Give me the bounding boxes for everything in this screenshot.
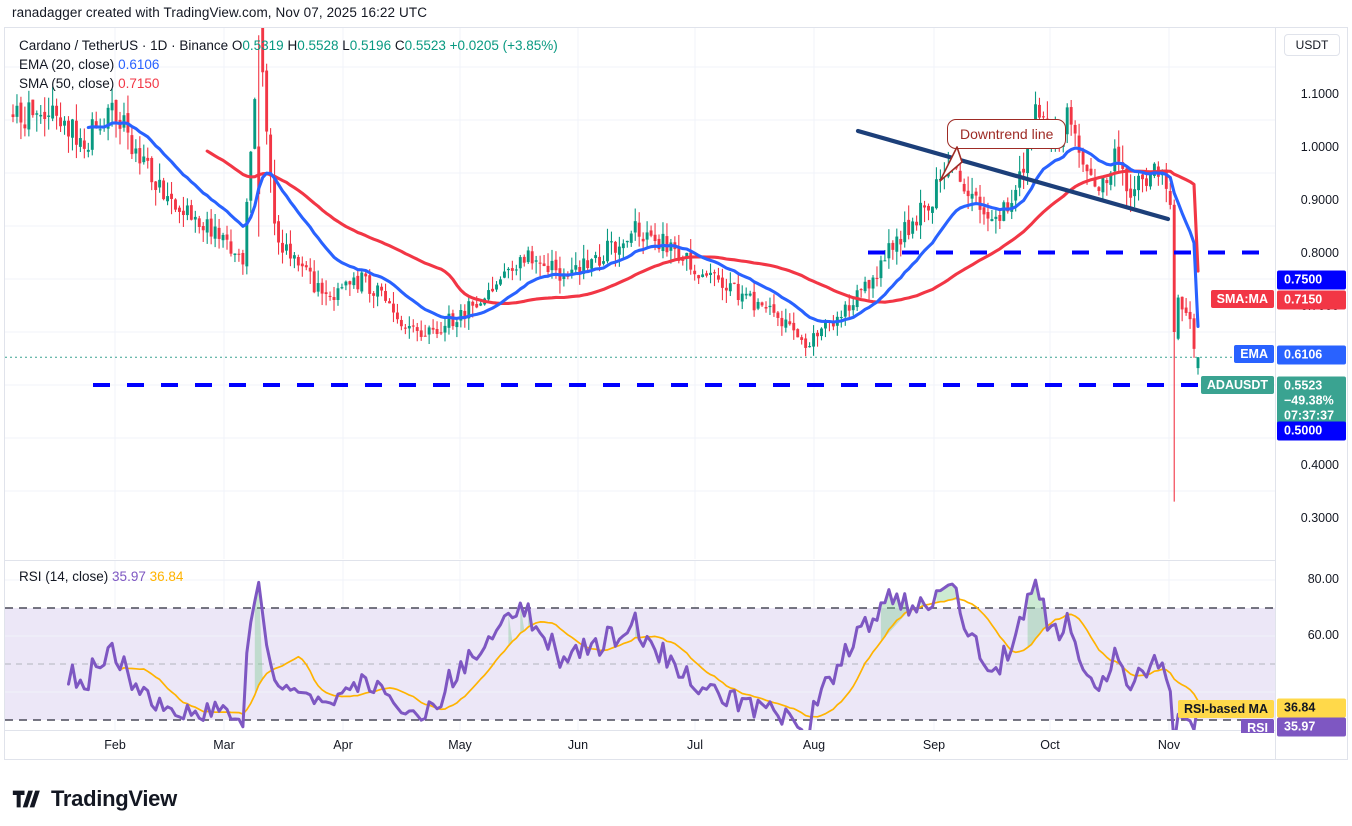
y-tick: 0.4000 (1300, 458, 1339, 472)
x-tick: Nov (1157, 738, 1181, 752)
attribution-text: ranadagger created with TradingView.com,… (12, 5, 428, 20)
y-tick: 1.1000 (1300, 87, 1339, 101)
tradingview-wordmark: TradingView (51, 786, 177, 811)
ohlc-l-label: L (342, 38, 350, 53)
sma-tag[interactable]: SMA:MA (1210, 290, 1274, 308)
ema-tag[interactable]: EMA (1234, 345, 1274, 363)
x-tick: May (448, 738, 472, 752)
chart-legend: Cardano / TetherUS · 1D · Binance O0.531… (19, 36, 558, 93)
y-tick: 0.9000 (1300, 193, 1339, 207)
rsi-legend-value: 35.97 (112, 569, 146, 584)
time-axis[interactable]: Feb Mar Apr May Jun Jul Aug Sep Oct Nov (5, 730, 1275, 759)
x-tick: Sep (922, 738, 946, 752)
price-pane[interactable]: Cardano / TetherUS · 1D · Binance O0.531… (5, 28, 1275, 559)
ohlc-low: 0.5196 (349, 38, 392, 53)
ohlc-high: 0.5528 (297, 38, 339, 53)
sma-legend-value: 0.7150 (118, 76, 160, 91)
currency-unit-box: USDT (1284, 34, 1340, 56)
rsi-pane[interactable]: RSI (14, close) 35.97 36.84 RSI-based MA… (5, 560, 1275, 733)
rsi-y-tick: 60.00 (1307, 628, 1339, 642)
ema-title: EMA (20, close) (19, 57, 115, 72)
rsi-ma-tag[interactable]: RSI-based MA (1177, 700, 1274, 718)
last-price-change-pct: −49.38% (1284, 393, 1334, 408)
rsi-ma-legend-value: 36.84 (149, 569, 184, 584)
price-plot (5, 28, 1275, 559)
x-tick: Apr (333, 738, 353, 752)
rsi-plot (5, 561, 1275, 733)
rsi-tag[interactable]: RSI (1241, 719, 1274, 733)
x-tick: Jun (567, 738, 589, 752)
tradingview-branding: TradingView (12, 786, 177, 812)
ema-legend-value: 0.6106 (118, 57, 160, 72)
rsi-y-tick: 80.00 (1307, 572, 1339, 586)
downtrend-callout-label: Downtrend line (960, 126, 1054, 142)
symbol-tag[interactable]: ADAUSDT (1200, 376, 1274, 394)
last-price-badge[interactable]: 0.5523 −49.38% 07:37:37 (1277, 376, 1346, 428)
sma-value-badge[interactable]: 0.7150 (1277, 290, 1346, 310)
x-tick: Jul (687, 738, 703, 752)
sma-title: SMA (50, close) (19, 76, 115, 91)
y-tick: 0.8000 (1300, 246, 1339, 260)
price-scale[interactable]: USDT 1.1000 1.0000 0.9000 0.8000 0.7000 … (1275, 28, 1347, 759)
ohlc-c-label: C (394, 38, 405, 53)
chart-frame: Cardano / TetherUS · 1D · Binance O0.531… (4, 27, 1348, 760)
ohlc-close: 0.5523 (404, 38, 446, 53)
tradingview-logo-icon (12, 790, 40, 808)
rsi-ma-value-badge[interactable]: 36.84 (1277, 698, 1346, 718)
resistance-level-badge[interactable]: 0.7500 (1277, 270, 1346, 290)
downtrend-callout: Downtrend line (947, 119, 1067, 149)
support-level-badge[interactable]: 0.5000 (1277, 421, 1346, 441)
y-tick: 1.0000 (1300, 140, 1339, 154)
x-tick: Mar (213, 738, 235, 752)
rsi-value-badge[interactable]: 35.97 (1277, 717, 1346, 737)
legend-symbol-row: Cardano / TetherUS · 1D · Binance O0.531… (19, 36, 558, 55)
rsi-legend-row: RSI (14, close) 35.97 36.84 (19, 567, 183, 586)
rsi-legend: RSI (14, close) 35.97 36.84 (19, 567, 183, 586)
legend-ema-row: EMA (20, close) 0.6106 (19, 55, 558, 74)
ohlc-open: 0.5319 (242, 38, 284, 53)
ohlc-change-pct: (+3.85%) (502, 38, 558, 53)
x-tick: Feb (104, 738, 126, 752)
bar-countdown: 07:37:37 (1284, 408, 1335, 423)
rsi-title: RSI (14, close) (19, 569, 109, 584)
ema-value-badge[interactable]: 0.6106 (1277, 345, 1346, 365)
y-tick: 0.3000 (1300, 511, 1339, 525)
x-tick: Aug (802, 738, 826, 752)
legend-symbol: Cardano / TetherUS · 1D · Binance (19, 38, 229, 53)
legend-sma-row: SMA (50, close) 0.7150 (19, 74, 558, 93)
ohlc-o-label: O (231, 38, 243, 53)
x-tick: Oct (1040, 738, 1060, 752)
ohlc-change: +0.0205 (449, 38, 499, 53)
ohlc-h-label: H (287, 38, 298, 53)
last-price-value: 0.5523 (1284, 378, 1323, 393)
